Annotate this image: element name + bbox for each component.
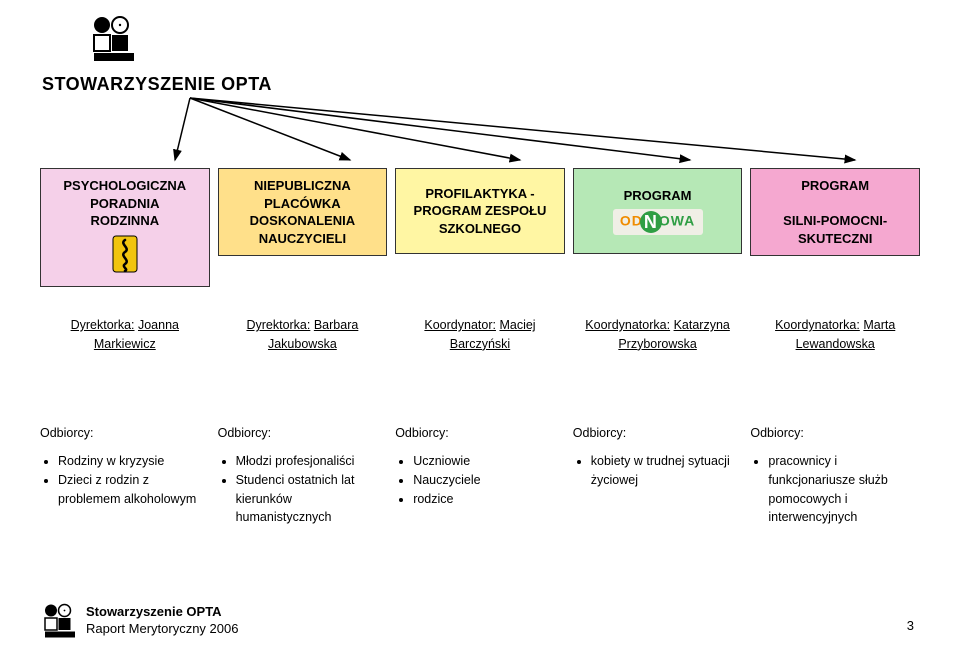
odbiorcy-label-2: Odbiorcy: (395, 426, 565, 440)
director-3: Koordynatorka: KatarzynaPrzyborowska (573, 316, 743, 354)
director-1: Dyrektorka: BarbaraJakubowska (218, 316, 388, 354)
arrows-svg (120, 96, 880, 166)
box-placowka: NIEPUBLICZNAPLACÓWKADOSKONALENIANAUCZYCI… (218, 168, 388, 256)
list-4: pracownicy i funkcjonariusze służb pomoc… (750, 452, 920, 527)
boxes-row: PSYCHOLOGICZNAPORADNIARODZINNA NIEPUBLIC… (40, 168, 920, 287)
odbiorcy-label-3: Odbiorcy: (573, 426, 743, 440)
list-1: Młodzi profesjonaliściStudenci ostatnich… (218, 452, 388, 527)
director-2: Koordynator: MaciejBarczyński (395, 316, 565, 354)
page-title: STOWARZYSZENIE OPTA (42, 74, 272, 95)
footer: Stowarzyszenie OPTA Raport Merytoryczny … (42, 603, 238, 639)
odbiorcy-label-4: Odbiorcy: (750, 426, 920, 440)
opta-logo-icon (90, 15, 138, 63)
odbiorcy-label-1: Odbiorcy: (218, 426, 388, 440)
director-4: Koordynatorka: MartaLewandowska (750, 316, 920, 354)
opta-logo-icon-small (42, 603, 78, 639)
box-profilaktyka: PROFILAKTYKA -PROGRAM ZESPOŁUSZKOLNEGO (395, 168, 565, 254)
list-2: UczniowieNauczycielerodzice (395, 452, 565, 508)
lists-row: Rodziny w kryzysieDzieci z rodzin z prob… (40, 452, 920, 527)
box-program-silni: PROGRAM SILNI-POMOCNI-SKUTECZNI (750, 168, 920, 256)
footer-text: Stowarzyszenie OPTA Raport Merytoryczny … (86, 604, 238, 638)
directors-row: Dyrektorka: JoannaMarkiewicz Dyrektorka:… (40, 316, 920, 354)
list-0: Rodziny w kryzysieDzieci z rodzin z prob… (40, 452, 210, 508)
odbiorcy-label-row: Odbiorcy: Odbiorcy: Odbiorcy: Odbiorcy: … (40, 426, 920, 440)
footer-line2: Raport Merytoryczny 2006 (86, 621, 238, 636)
footer-bold: Stowarzyszenie OPTA (86, 604, 222, 619)
director-0: Dyrektorka: JoannaMarkiewicz (40, 316, 210, 354)
box-program-odnowa: PROGRAMODNOWA (573, 168, 743, 254)
list-3: kobiety w trudnej sytuacji życiowej (573, 452, 743, 490)
page-number: 3 (907, 618, 914, 633)
logo-top (90, 15, 138, 68)
odbiorcy-label-0: Odbiorcy: (40, 426, 210, 440)
box-poradnia: PSYCHOLOGICZNAPORADNIARODZINNA (40, 168, 210, 287)
